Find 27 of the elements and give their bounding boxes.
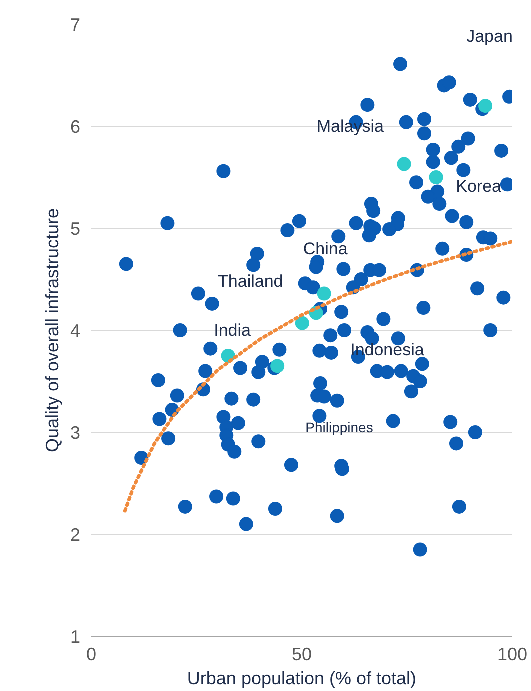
y-tick-label: 7	[70, 15, 81, 35]
annotation: Indonesia	[350, 340, 425, 360]
annotation: Philippines	[306, 419, 374, 436]
x-tick-label: 0	[86, 644, 97, 664]
line-series	[123, 240, 512, 513]
point	[270, 359, 285, 374]
x-axis-title: Urban population (% of total)	[187, 668, 417, 688]
y-tick-label: 6	[70, 117, 81, 137]
point	[317, 286, 332, 301]
point	[478, 99, 493, 114]
point	[429, 170, 444, 184]
annotation: Korea	[456, 177, 502, 196]
point	[295, 316, 310, 330]
y-tick-label: 3	[70, 423, 81, 443]
annotation: India	[214, 321, 252, 340]
x-tick-label: 100	[497, 644, 528, 664]
x-tick-label: 50	[292, 644, 312, 664]
y-axis-title: Quality of overall infrastructure	[42, 208, 62, 453]
annotation: Thailand	[218, 272, 284, 292]
point	[397, 157, 412, 172]
y-tick-label: 1	[70, 627, 81, 647]
y-tick-label: 5	[70, 219, 81, 239]
annotation: Japan	[466, 27, 513, 46]
annotation: Malaysia	[316, 117, 384, 136]
y-tick-label: 4	[70, 321, 81, 341]
y-tick-label: 2	[70, 525, 81, 545]
annotation: China	[303, 239, 348, 258]
